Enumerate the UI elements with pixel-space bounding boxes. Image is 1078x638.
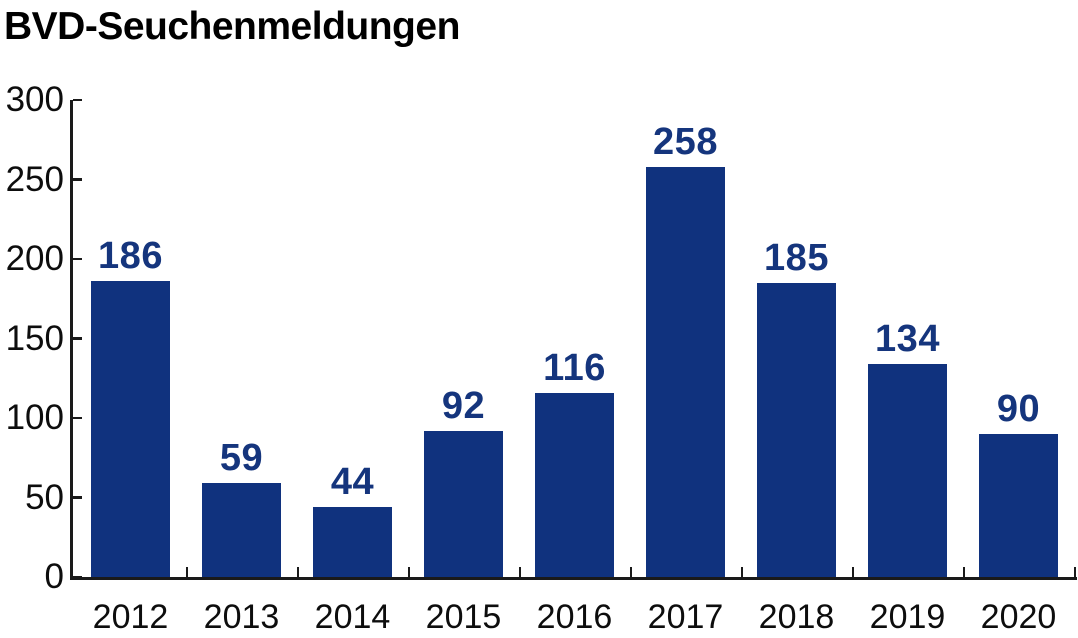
- x-axis-tick: [408, 567, 411, 577]
- x-axis-tick: [852, 567, 855, 577]
- x-axis-tick: [297, 567, 300, 577]
- x-axis-tick: [186, 567, 189, 577]
- bar-value-label: 59: [219, 437, 264, 480]
- bar: [979, 433, 1058, 577]
- bar-value-label: 186: [98, 235, 163, 278]
- y-axis-tick-label: 150: [5, 318, 64, 358]
- bar: [313, 507, 392, 577]
- bar-value-label: 258: [653, 120, 718, 163]
- bar-value-label: 134: [875, 317, 940, 360]
- y-axis-tick: [72, 496, 82, 499]
- y-axis-tick: [72, 575, 82, 579]
- bar: [757, 282, 836, 577]
- y-axis-tick-label: 100: [5, 398, 64, 437]
- y-axis-tick: [72, 257, 82, 261]
- y-axis-tick: [72, 98, 82, 102]
- y-axis-tick-label: 50: [25, 477, 64, 517]
- y-axis-tick: [72, 337, 82, 340]
- bar-value-label: 90: [996, 387, 1041, 430]
- x-axis-tick: [741, 567, 744, 577]
- bar-value-label: 116: [543, 346, 606, 389]
- x-axis-tick: [519, 567, 522, 577]
- x-axis-tick: [963, 567, 966, 577]
- bar: [646, 166, 725, 577]
- bar-value-label: 44: [330, 461, 375, 504]
- bar: [868, 363, 947, 577]
- y-axis-tick-label: 300: [5, 80, 64, 119]
- x-axis-tick-label: 2020: [980, 598, 1057, 636]
- x-axis-tick-label: 2013: [203, 598, 280, 636]
- y-axis-line: [70, 99, 73, 580]
- x-axis-tick-label: 2012: [92, 598, 169, 636]
- x-axis-line: [70, 577, 1077, 580]
- y-axis-tick: [72, 178, 82, 181]
- bar-value-label: 92: [441, 384, 486, 427]
- x-axis-tick-label: 2016: [536, 598, 613, 636]
- y-axis-tick-label: 200: [5, 239, 64, 278]
- bar: [202, 483, 281, 577]
- bar: [424, 430, 503, 577]
- y-axis-tick-label: 250: [5, 159, 64, 199]
- bar-value-label: 185: [764, 236, 829, 279]
- x-axis-tick-label: 2018: [758, 598, 835, 636]
- bar: [535, 392, 614, 577]
- x-axis-tick-label: 2017: [647, 598, 724, 636]
- x-axis-tick-label: 2014: [314, 598, 391, 636]
- y-axis-tick: [72, 416, 82, 420]
- x-axis-tick-label: 2019: [869, 598, 946, 636]
- x-axis-tick-label: 2015: [425, 598, 502, 636]
- chart-title: BVD-Seuchenmeldungen: [4, 5, 460, 48]
- bar: [91, 281, 170, 577]
- x-axis-tick: [630, 567, 633, 577]
- y-axis-tick-label: 0: [44, 557, 64, 596]
- x-axis-tick: [1074, 567, 1077, 577]
